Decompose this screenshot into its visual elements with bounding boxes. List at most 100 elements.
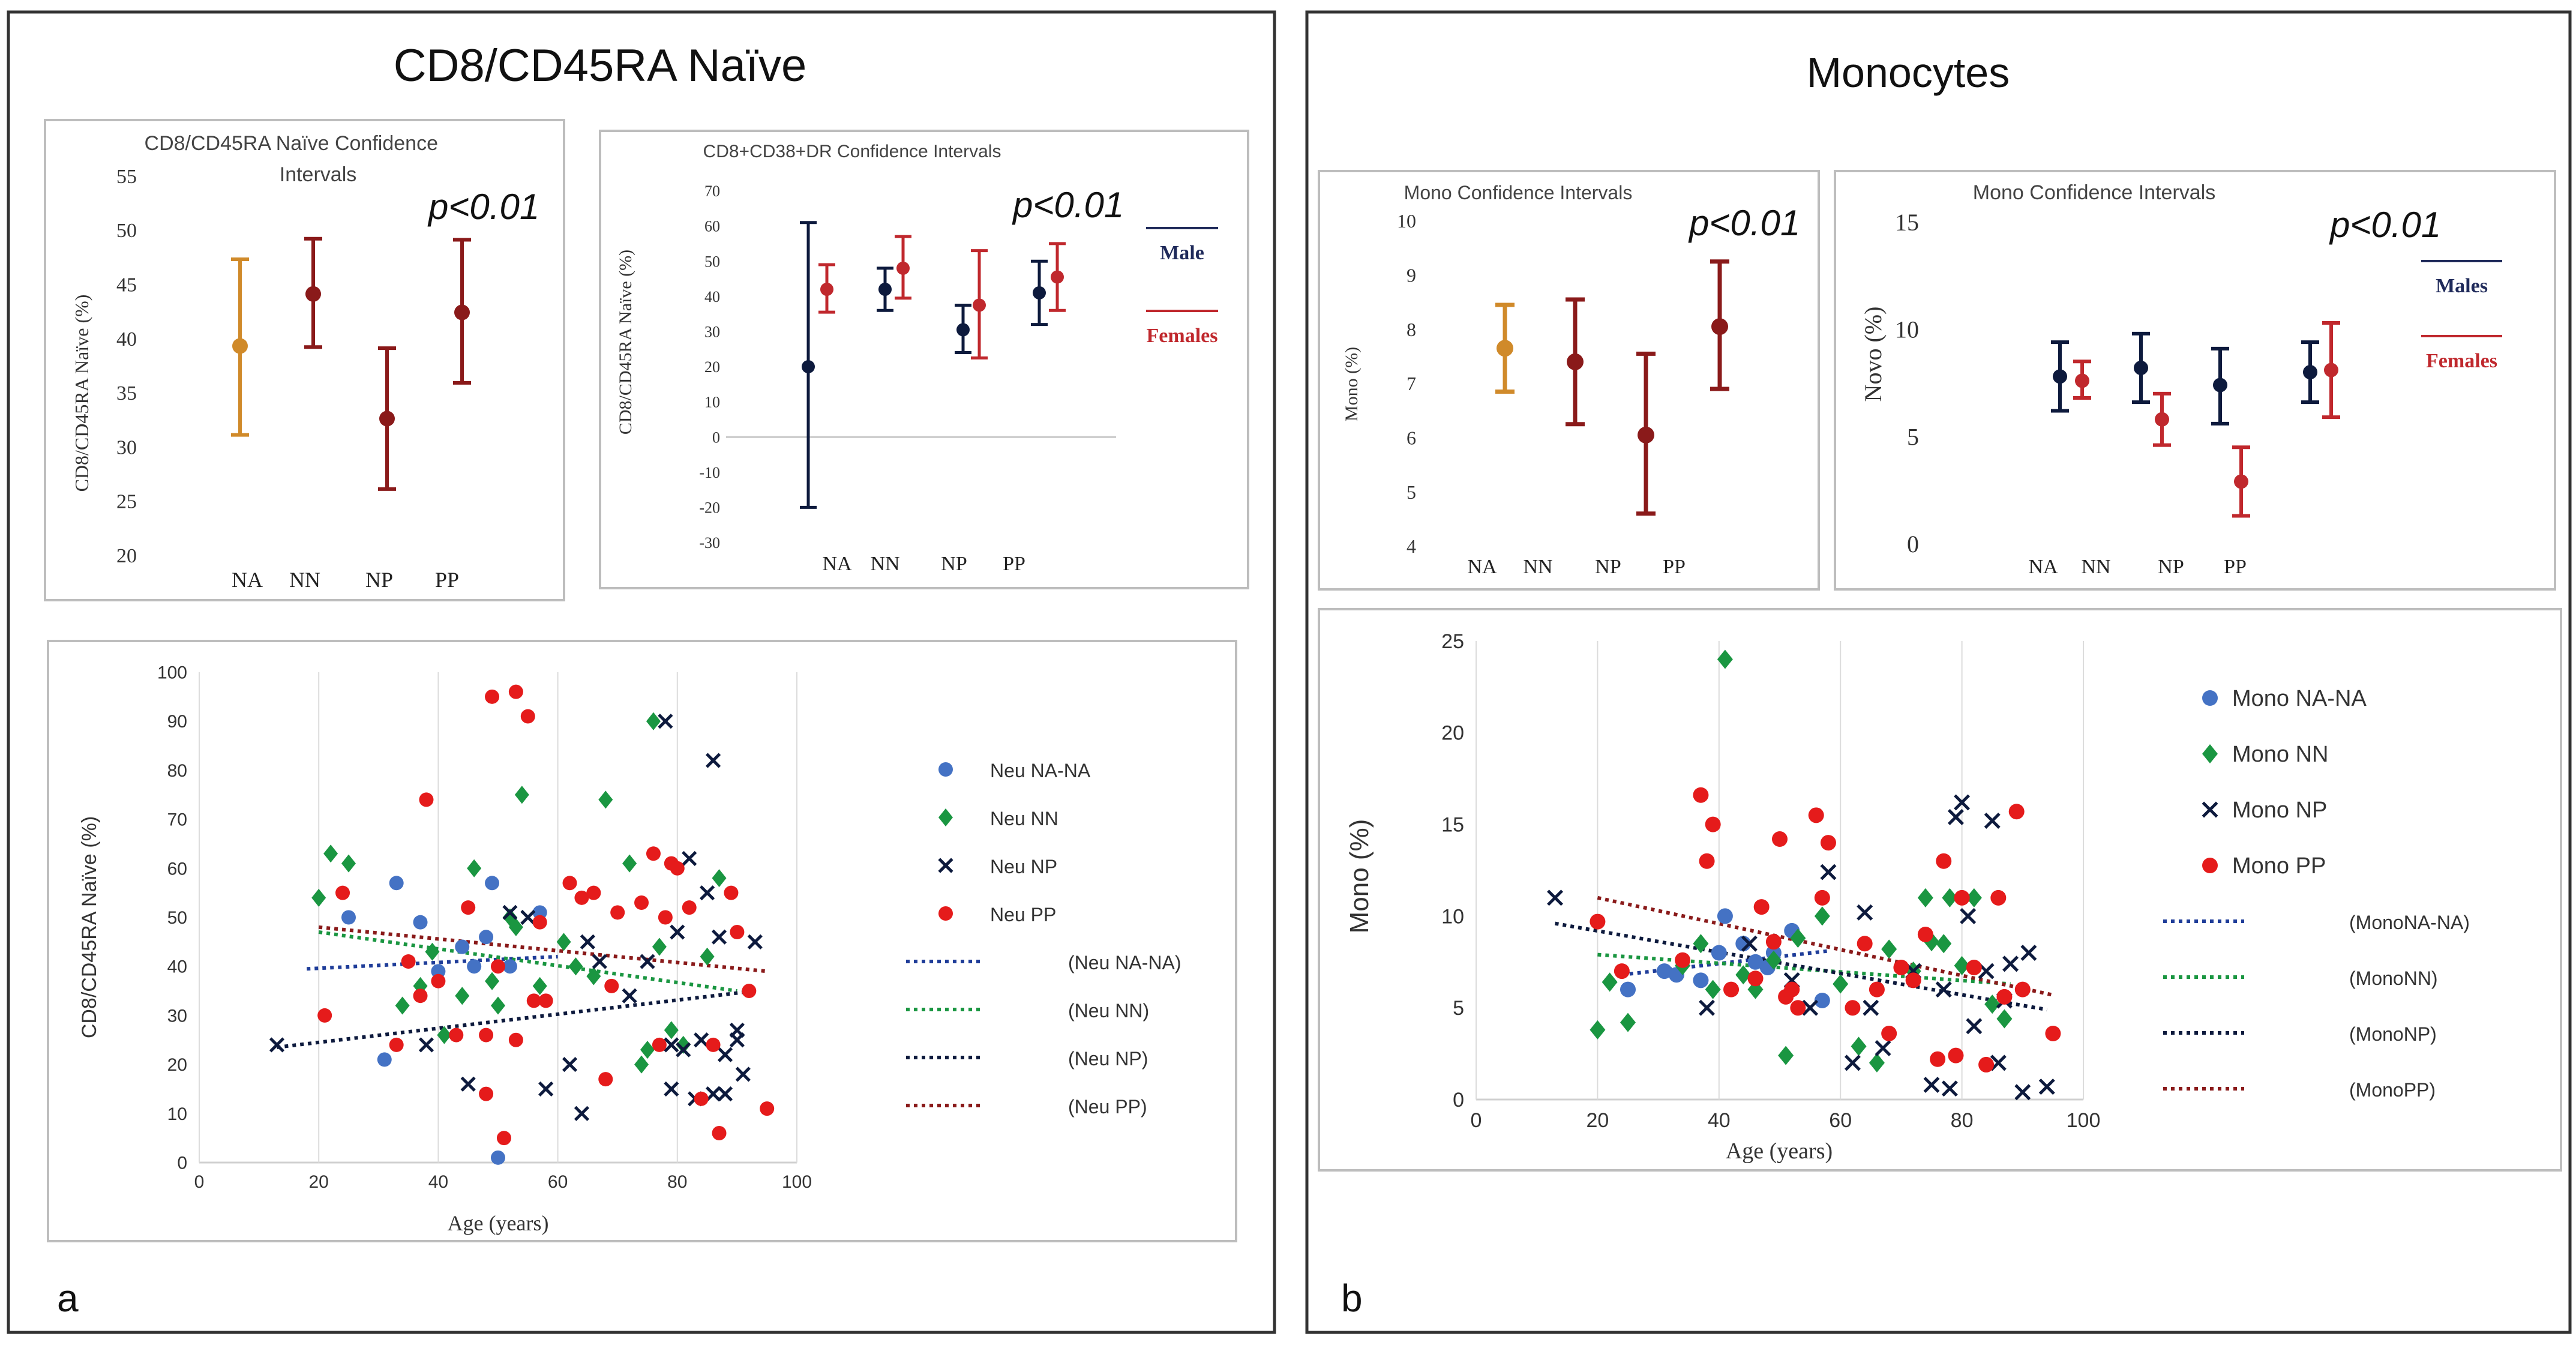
a-scatter-point xyxy=(670,924,685,940)
a-scatter-point xyxy=(604,978,619,993)
chart-a-scatter-ylabel: CD8/CD45RA Naïve (%) xyxy=(78,816,101,1038)
a-ci-category: NN xyxy=(289,568,320,592)
a-scatter-point xyxy=(562,1057,578,1073)
b-scatter-point xyxy=(1717,649,1733,669)
b-scatter-point xyxy=(2008,804,2025,820)
b-ci-errorbar xyxy=(1495,302,1515,394)
a-scatter-point xyxy=(700,947,715,966)
a-ci-ytick: 55 xyxy=(116,166,137,188)
a-scatter-point xyxy=(419,792,434,807)
b-ci-ytick: 9 xyxy=(1407,265,1416,286)
a-scatter-point xyxy=(938,808,953,826)
a-cd38-category: NA xyxy=(822,553,852,575)
a-scatter-point xyxy=(717,1086,733,1102)
a-scatter-point xyxy=(664,1037,679,1053)
a-cd38-legend-label: Male xyxy=(1160,242,1204,264)
chart-b-scatter-frame xyxy=(1318,608,2562,1172)
b-scatter-point xyxy=(1936,934,1952,954)
b-scatter-point xyxy=(1881,1025,1897,1041)
b-scatter-point xyxy=(1869,981,1885,997)
chart-b-novo: Mono Confidence Intervals Novo (%) p<0.0… xyxy=(1860,181,2502,578)
b-scatter-point xyxy=(1869,1053,1885,1073)
b-scatter-point xyxy=(1881,939,1897,959)
a-scatter-trendline xyxy=(277,989,755,1049)
a-cd38-mean-point xyxy=(1033,286,1046,299)
a-scatter-legend-label: (Neu NA-NA) xyxy=(1068,952,1181,973)
b-novo-mean-point xyxy=(2213,378,2227,393)
a-cd38-ytick: 0 xyxy=(712,429,720,446)
a-scatter-point xyxy=(717,1047,733,1062)
chart-a-scatter: CD8/CD45RA Naïve (%) Age (years) 0 20 40 60… xyxy=(78,663,1181,1236)
a-scatter-point xyxy=(658,910,673,925)
b-ci-ytick: 5 xyxy=(1407,481,1416,503)
b-scatter-point xyxy=(1814,992,1830,1008)
b-ci-ytick: 10 xyxy=(1397,210,1416,232)
a-scatter-point xyxy=(377,1052,392,1067)
a-scatter-ytick: 10 xyxy=(167,1104,187,1124)
b-scatter-point xyxy=(1833,974,1849,994)
b-ci-errorbar xyxy=(1710,259,1729,391)
a-ci-errorbar xyxy=(231,257,249,437)
a-cd38-mean-point xyxy=(973,298,986,312)
b-ci-mean-point xyxy=(1711,318,1728,335)
a-cd38-ytick: 10 xyxy=(704,394,720,411)
a-scatter-point xyxy=(335,885,350,900)
b-scatter-point xyxy=(1693,972,1709,988)
b-scatter-point xyxy=(1857,936,1873,952)
b-scatter-xtick: 40 xyxy=(1708,1109,1731,1132)
b-ci-category: PP xyxy=(1663,556,1686,578)
a-scatter-legend-label: Neu NA-NA xyxy=(990,760,1091,781)
a-scatter-legend-label: (Neu NN) xyxy=(1068,1000,1149,1022)
a-scatter-legend-label: Neu PP xyxy=(990,904,1056,925)
panel-a-frame xyxy=(7,10,1276,1334)
b-scatter-point xyxy=(1954,955,1970,975)
a-scatter-point xyxy=(634,1055,649,1074)
b-novo-legend-label: Males xyxy=(2436,275,2488,297)
a-cd38-ytick: -20 xyxy=(699,499,720,517)
chart-b-novo-title: Mono Confidence Intervals xyxy=(1973,181,2215,204)
a-scatter-point xyxy=(742,984,757,999)
b-scatter-point xyxy=(1778,1046,1794,1065)
b-scatter-point xyxy=(1941,1080,1958,1097)
b-scatter-point xyxy=(1820,864,1837,880)
a-ci-ytick: 20 xyxy=(116,545,137,567)
a-scatter-point xyxy=(425,942,440,961)
b-scatter-legend-label: Mono PP xyxy=(2232,853,2326,879)
b-novo-category: PP xyxy=(2224,556,2247,578)
b-scatter-point xyxy=(1917,926,1933,942)
a-scatter-legend-label: Neu NN xyxy=(990,808,1058,829)
b-scatter-point xyxy=(1765,934,1782,950)
b-scatter-point xyxy=(1996,988,2013,1005)
a-scatter-point xyxy=(640,1041,655,1059)
b-scatter-xtick: 0 xyxy=(1471,1109,1482,1132)
a-scatter-point xyxy=(491,959,505,974)
a-scatter-point xyxy=(479,930,494,945)
a-cd38-ytick: 40 xyxy=(704,288,720,305)
a-scatter-point xyxy=(418,1037,434,1053)
b-scatter-point xyxy=(1990,1055,2007,1071)
a-cd38-errorbar xyxy=(971,249,988,360)
b-novo-mean-point xyxy=(2075,373,2089,388)
a-ci-ytick: 45 xyxy=(116,274,137,296)
b-scatter-point xyxy=(2014,1084,2031,1101)
a-scatter-ytick: 100 xyxy=(157,663,187,683)
b-scatter-legend-label: (MonoNP) xyxy=(2349,1023,2437,1045)
a-scatter-ytick: 20 xyxy=(167,1055,187,1075)
b-scatter-xtick: 100 xyxy=(2067,1109,2101,1132)
a-ci-mean-point xyxy=(454,304,470,320)
a-ci-ytick: 25 xyxy=(116,491,137,513)
a-scatter-ytick: 30 xyxy=(167,1006,187,1026)
b-novo-mean-point xyxy=(2155,412,2169,427)
b-scatter-point xyxy=(1996,1009,2013,1029)
b-novo-errorbar xyxy=(2211,346,2229,426)
a-ci-errorbar xyxy=(378,346,396,491)
b-scatter-point xyxy=(1705,816,1721,832)
a-scatter-point xyxy=(676,1035,691,1054)
chart-b-ci-annotation: p<0.01 xyxy=(1688,203,1800,243)
chart-a-scatter-xlabel: Age (years) xyxy=(448,1211,549,1235)
a-ci-mean-point xyxy=(305,286,321,302)
a-scatter-point xyxy=(622,854,637,873)
a-scatter-point xyxy=(485,876,500,891)
b-scatter-point xyxy=(1753,899,1770,915)
a-scatter-point xyxy=(341,910,356,925)
